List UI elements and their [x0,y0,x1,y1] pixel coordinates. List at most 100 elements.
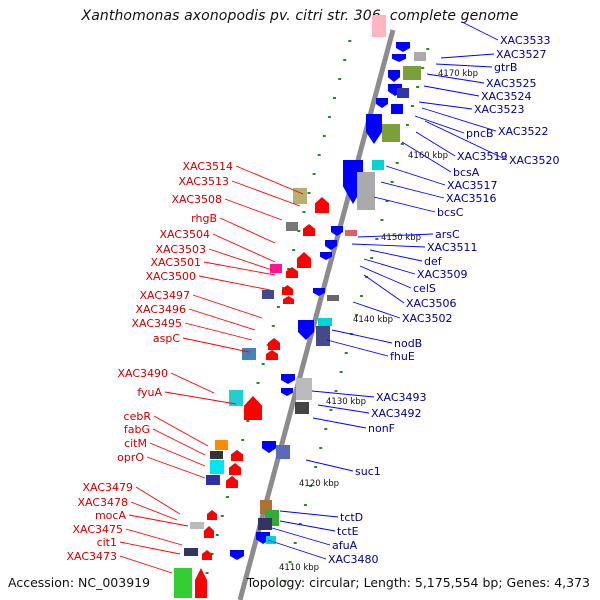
label-leader-line [224,198,283,221]
label-leader-line [418,101,473,110]
label-leader-line [119,541,181,555]
label-leader-line [351,243,426,248]
label-leader-line [149,442,206,467]
reverse-gene-label: tctE [337,525,359,538]
gene-block [190,522,204,529]
gene-block [318,318,332,326]
reverse-gene-label: XAC3493 [376,391,427,404]
gene-block [327,295,339,301]
gene-block [391,104,403,114]
gene-block [210,451,223,459]
scale-label: 4170 kbp [438,69,478,79]
label-leader-line [235,165,304,195]
label-leader-line [219,217,276,244]
gene-block [372,15,386,37]
label-leader-line [170,372,215,394]
forward-gene-label: XAC3473 [66,550,117,563]
scale-labels: 4170 kbp 4160 kbp 4150 kbp 4140 kbp 4130 kbp… [279,69,478,573]
label-leader-line [312,417,367,429]
label-leader-line [415,131,456,157]
reverse-gene-label: XAC3511 [427,241,478,254]
forward-gene-arrow [297,252,311,268]
forward-gene-label: XAC3497 [139,289,190,302]
reverse-gene-label: nonF [368,422,395,435]
reverse-gene-label: XAC3522 [498,125,549,138]
gene-block [210,460,224,474]
forward-gene-arrow [315,197,329,213]
forward-gene-label: XAC3475 [72,523,123,536]
forward-gene-label: cebR [124,410,152,423]
scale-label: 4140 kbp [353,315,393,325]
gene-block [286,222,298,231]
reverse-gene-label: XAC3533 [500,34,551,47]
gene-block [262,290,274,299]
gene-block [414,52,426,61]
gene-block [316,326,330,346]
forward-gene-label: XAC3513 [178,175,229,188]
forward-gene-label: oprO [117,451,144,464]
reverse-gene-arrow [230,550,244,560]
forward-gene-arrow [202,550,212,560]
label-leader-line [271,527,331,546]
forward-gene-label: cit1 [97,536,117,549]
label-leader-line [426,73,485,84]
reverse-gene-label: XAC3506 [406,297,457,310]
genome-summary-text: Topology: circular; Length: 5,175,554 bp… [246,575,590,590]
label-leader-line [208,248,273,271]
label-leader-line [182,337,250,353]
gene-block [270,264,282,273]
label-leader-line [212,233,276,263]
reverse-gene-label: XAC3517 [447,179,498,192]
reverse-gene-arrow [388,70,400,82]
forward-gene-label: citM [124,437,147,450]
forward-gene-label: XAC3496 [135,303,186,316]
reverse-gene-arrow [325,240,337,250]
reverse-gene-label: nodB [394,337,422,350]
label-leader-line [231,180,301,207]
gene-block [276,445,290,459]
reverse-gene-arrow [281,374,295,384]
label-leader-line [369,249,423,262]
forward-gene-arrow [283,296,294,304]
reverse-gene-label: XAC3516 [446,192,497,205]
forward-gene-label: XAC3503 [155,243,206,256]
scale-label: 4160 kbp [408,151,448,161]
forward-gene-arrow [231,450,243,461]
label-leader-line [152,428,206,456]
reverse-gene-arrow [376,98,388,108]
forward-gene-arrow [244,396,262,420]
forward-gene-arrow [286,267,298,278]
label-leader-line [424,120,508,161]
gene-block [296,378,312,400]
forward-gene-arrow [303,224,315,236]
forward-gene-arrow [226,476,238,488]
reverse-gene-label: XAC3524 [481,90,532,103]
gene-block [357,172,375,210]
reverse-gene-arrow [331,226,343,236]
label-leader-line [153,415,209,447]
forward-gene-arrow [268,338,280,350]
forward-gene-label: XAC3479 [82,481,133,494]
gene-block [397,88,409,98]
label-leader-line [317,404,370,414]
reverse-gene-arrow [281,388,293,396]
label-leader-line [359,265,412,289]
forward-gene-label: fyuA [137,386,162,399]
scale-label: 4120 kbp [299,479,339,489]
gene-block [266,536,276,544]
forward-gene-arrow [207,510,217,520]
forward-gene-label: XAC3508 [171,193,222,206]
label-leader-line [401,141,452,173]
label-leader-line [352,301,401,319]
forward-gene-arrow [266,350,278,360]
forward-gene-labels: XAC3514XAC3513XAC3508rhgBXAC3504XAC3503X… [66,160,304,574]
label-leader-line [331,329,393,344]
reverse-gene-label: fhuE [390,350,415,363]
accession-text: Accession: NC_003919 [8,575,151,590]
reverse-gene-arrow [366,114,382,144]
label-leader-line [188,308,256,331]
reverse-gene-label: pncB [466,127,494,140]
reverse-gene-label: XAC3527 [496,48,547,61]
gene-block [206,475,220,485]
